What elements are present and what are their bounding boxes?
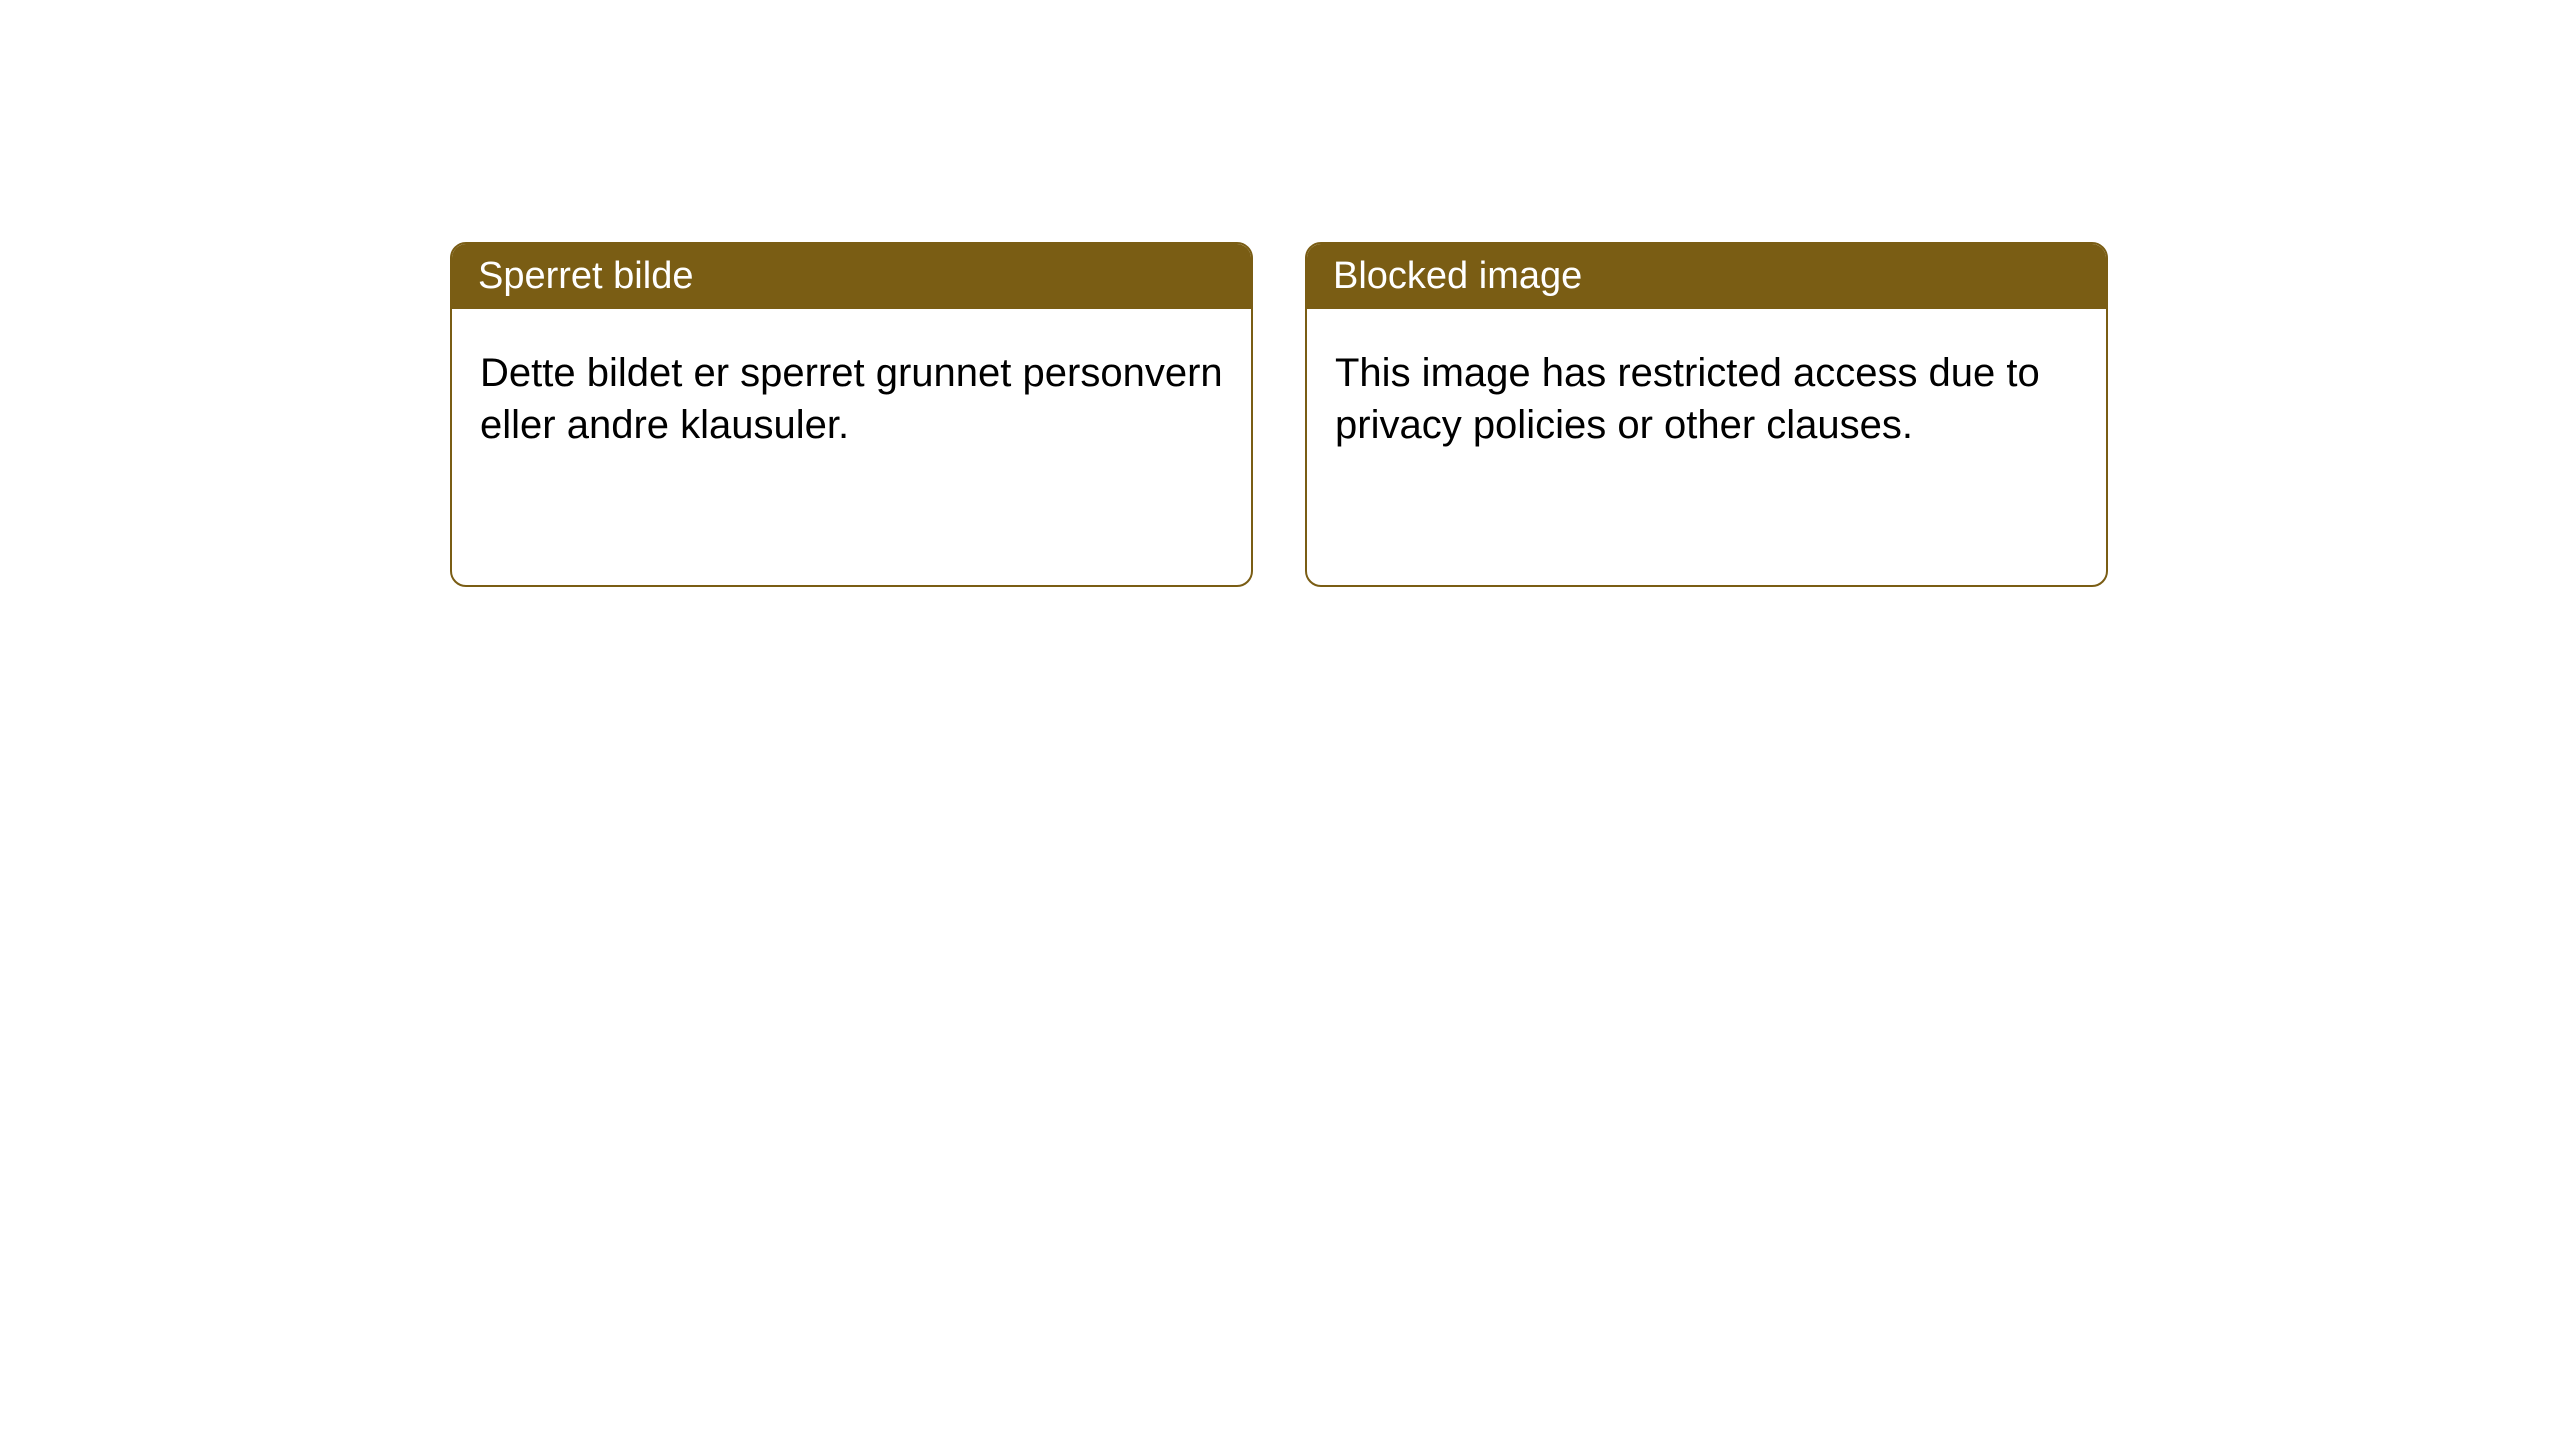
notice-card-body: This image has restricted access due to … [1307,309,2106,585]
notice-card-text: Dette bildet er sperret grunnet personve… [480,351,1223,447]
notice-cards-container: Sperret bilde Dette bildet er sperret gr… [0,0,2560,587]
notice-card-text: This image has restricted access due to … [1335,351,2040,447]
notice-card-body: Dette bildet er sperret grunnet personve… [452,309,1251,585]
notice-card-title: Sperret bilde [478,255,693,297]
notice-card-header: Blocked image [1307,244,2106,309]
notice-card-norwegian: Sperret bilde Dette bildet er sperret gr… [450,242,1253,587]
notice-card-title: Blocked image [1333,255,1582,297]
notice-card-header: Sperret bilde [452,244,1251,309]
notice-card-english: Blocked image This image has restricted … [1305,242,2108,587]
